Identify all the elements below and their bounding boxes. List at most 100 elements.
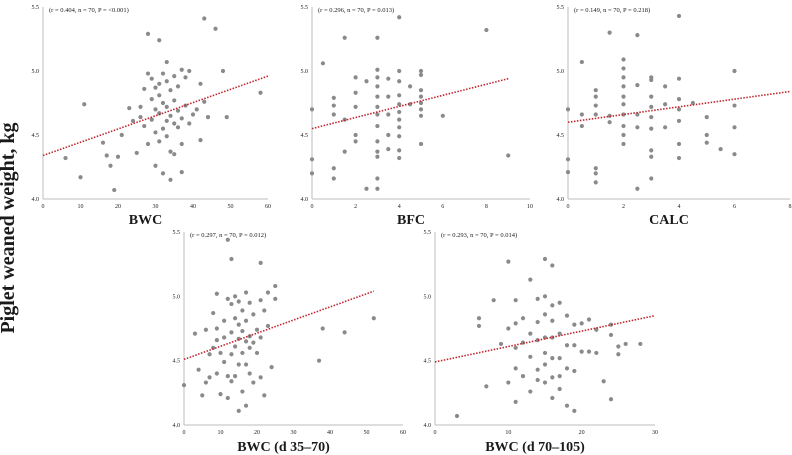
data-point (240, 350, 245, 356)
data-point (179, 116, 184, 121)
data-point (175, 108, 181, 113)
data-point (542, 350, 548, 356)
data-point (218, 350, 223, 356)
data-point (243, 362, 249, 367)
data-point (207, 352, 212, 357)
data-point (258, 90, 263, 95)
data-point (418, 113, 424, 118)
x-tick-label: 20 (254, 430, 260, 436)
data-point (375, 67, 380, 72)
data-point (484, 384, 489, 389)
data-point (187, 68, 192, 74)
data-point (535, 377, 540, 383)
data-point (663, 84, 668, 89)
data-point (386, 94, 391, 99)
data-point (130, 118, 136, 124)
data-point (535, 319, 540, 325)
data-point (160, 71, 166, 76)
data-point (593, 112, 598, 117)
data-point (164, 59, 169, 65)
data-point (172, 98, 177, 103)
data-point (342, 35, 347, 40)
data-point (164, 104, 169, 109)
x-tick-label: 0 (567, 204, 570, 210)
data-point (663, 125, 668, 130)
data-point (676, 118, 682, 124)
data-point (353, 132, 358, 138)
data-point (520, 374, 526, 379)
data-point (635, 125, 640, 130)
data-point (353, 139, 358, 144)
data-point (251, 380, 256, 385)
x-tick-label: 40 (190, 204, 196, 210)
x-axis-label: BWC (129, 213, 162, 228)
data-point (557, 300, 562, 305)
data-point (342, 149, 347, 154)
data-point (138, 104, 143, 109)
data-point (616, 352, 621, 357)
data-point (172, 74, 177, 79)
data-point (149, 76, 154, 81)
x-tick-label: 50 (228, 204, 234, 210)
data-point (564, 313, 570, 318)
data-point (513, 366, 518, 371)
data-point (168, 177, 173, 182)
data-point (320, 326, 325, 331)
data-point (149, 97, 154, 102)
data-point (224, 114, 229, 120)
y-tick-label: 4.0 (424, 423, 432, 429)
x-tick-label: 60 (400, 430, 406, 436)
data-point (528, 389, 533, 394)
data-point (542, 362, 548, 367)
data-point (732, 68, 737, 74)
data-point (157, 93, 162, 98)
data-point (82, 102, 87, 107)
y-tick-label: 5.5 (32, 5, 40, 11)
data-point (190, 112, 196, 117)
data-point (375, 176, 380, 181)
data-point (513, 399, 518, 404)
data-point (386, 146, 391, 152)
data-point (601, 379, 606, 384)
y-tick-label: 4.0 (301, 197, 309, 203)
data-point (145, 141, 151, 147)
data-point (608, 332, 614, 338)
data-point (397, 117, 402, 122)
data-point (593, 94, 598, 99)
y-tick-label: 5.5 (301, 5, 309, 11)
data-point (397, 79, 402, 84)
data-point (557, 331, 562, 336)
data-point (353, 104, 358, 109)
data-point (207, 375, 212, 380)
data-point (418, 68, 424, 74)
data-point (565, 170, 571, 175)
data-point (375, 139, 380, 144)
data-point (476, 323, 482, 329)
data-point (621, 102, 626, 107)
data-point (593, 171, 598, 176)
data-point (127, 106, 132, 111)
data-point (213, 26, 218, 31)
data-point (142, 86, 147, 92)
data-point (594, 350, 599, 356)
data-point (579, 112, 584, 117)
data-point (397, 68, 402, 74)
data-point (160, 100, 166, 106)
data-point (621, 112, 626, 117)
panel-calc: 4.0 4.5 5.0 5.5 0 2 4 6 8 (r = 0.149, n = 70, P =… (557, 5, 792, 228)
data-point (63, 155, 68, 161)
data-point (375, 123, 380, 129)
data-point (269, 365, 274, 370)
x-tick-label: 8 (789, 204, 792, 210)
x-tick-label: 0 (311, 204, 314, 210)
data-point (247, 345, 252, 350)
data-point (535, 296, 540, 302)
data-point (676, 13, 682, 19)
data-point (236, 362, 241, 367)
panel-bwc70105: 4.0 4.5 5.0 5.5 0 10 20 30 (r = 0.293, n = 70, P… (424, 230, 659, 455)
data-point (229, 379, 234, 384)
data-point (172, 152, 177, 157)
data-point (564, 343, 570, 348)
data-point (236, 299, 241, 304)
